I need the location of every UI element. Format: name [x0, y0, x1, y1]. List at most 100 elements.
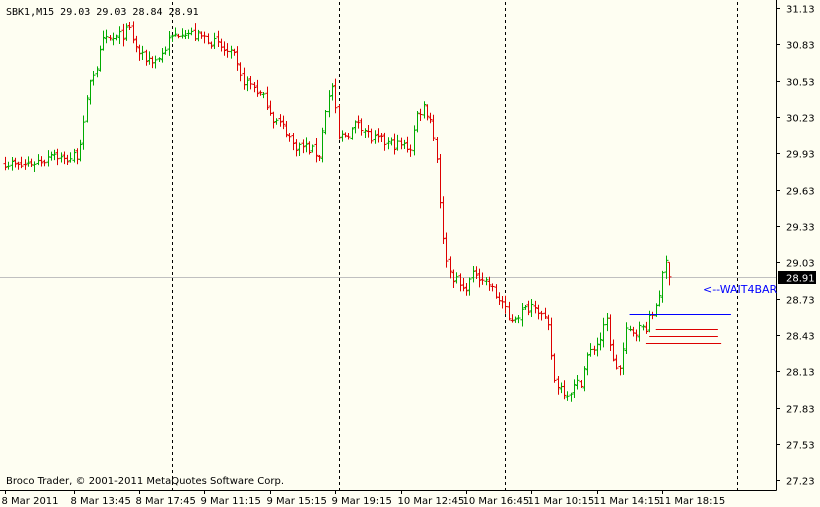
ohlc-bar: [196, 29, 201, 42]
ohlc-bar: [507, 301, 512, 321]
ohlc-bar: [644, 321, 649, 334]
ohlc-bar: [595, 337, 600, 357]
ohlc-bar: [127, 22, 132, 31]
y-tick-label: 28.13: [786, 368, 815, 379]
ohlc-bar: [212, 32, 217, 49]
y-tick-label: 27.23: [786, 477, 815, 488]
ohlc-bar: [320, 127, 325, 163]
y-tick-label: 30.83: [786, 41, 815, 52]
x-tick-label: 11 Mar 18:15: [659, 496, 726, 507]
ohlc-bar: [428, 112, 433, 124]
ohlc-bar: [533, 300, 538, 314]
ohlc-bar: [484, 277, 489, 286]
x-tick-label: 9 Mar 19:15: [332, 496, 392, 507]
ohlc-bar: [356, 115, 361, 129]
ohlc-bar: [395, 134, 400, 151]
ohlc-bar: [245, 76, 250, 92]
ohlc-bar: [402, 139, 407, 149]
ohlc-bar: [373, 130, 378, 144]
ohlc-bar: [529, 298, 534, 317]
ohlc-bar: [274, 118, 279, 125]
ohlc-bar: [579, 379, 584, 389]
ohlc-bar: [621, 342, 626, 375]
ohlc-bar: [582, 366, 587, 392]
ohlc-bar: [104, 29, 109, 44]
ohlc-bar: [588, 343, 593, 357]
ohlc-bar: [170, 34, 175, 42]
ohlc-bar: [510, 314, 515, 323]
ohlc-bar: [291, 132, 296, 151]
ohlc-bar: [418, 108, 423, 122]
ohlc-bar: [238, 62, 243, 82]
y-tick-label: 29.33: [786, 223, 815, 234]
current-price-label: 28.91: [786, 274, 815, 285]
ohlc-bar: [317, 155, 322, 162]
ohlc-bar: [634, 329, 639, 342]
y-tick-label: 31.13: [786, 5, 815, 16]
ohlc-bar: [72, 148, 77, 163]
ohlc-bar: [3, 156, 8, 171]
ohlc-bar: [222, 41, 227, 56]
ohlc-bar: [23, 159, 28, 170]
ohlc-bar: [202, 31, 207, 44]
ohlc-bar: [281, 115, 286, 130]
ohlc-bar: [287, 133, 292, 142]
ohlc-bar: [284, 121, 289, 138]
ohlc-bar: [369, 128, 374, 144]
ohlc-bar: [513, 316, 518, 323]
ohlc-bar: [598, 332, 603, 351]
ohlc-bar: [144, 49, 149, 66]
ohlc-bar: [379, 133, 384, 142]
ohlc-bar: [13, 157, 18, 168]
ohlc-bar: [359, 118, 364, 136]
ohlc-bar: [310, 144, 315, 153]
ohlc-bar: [297, 142, 302, 157]
x-tick-label: 9 Mar 11:15: [201, 496, 261, 507]
ohlc-bar: [81, 115, 86, 150]
ohlc-bar: [52, 149, 57, 161]
wait4bar-label: <--WAIT4BAR: [703, 283, 778, 296]
ohlc-bar: [95, 66, 100, 78]
ohlc-bar: [271, 111, 276, 129]
ohlc-bar: [304, 137, 309, 153]
ohlc-bar: [572, 379, 577, 399]
ohlc-bar: [229, 45, 234, 59]
x-tick-label: 9 Mar 15:15: [267, 496, 327, 507]
ohlc-bar: [10, 157, 15, 171]
ohlc-bar: [294, 139, 299, 157]
ohlc-bar: [425, 104, 430, 121]
ohlc-bar: [474, 266, 479, 279]
ohlc-bar: [333, 78, 338, 114]
x-tick-label: 11 Mar 14:15: [594, 496, 661, 507]
ohlc-bar: [562, 380, 567, 400]
ohlc-bar: [382, 132, 387, 151]
ohlc-bar: [392, 133, 397, 155]
ohlc-bar: [6, 161, 11, 170]
ohlc-bar: [503, 295, 508, 314]
ohlc-bar: [431, 114, 436, 141]
ohlc-bar: [121, 23, 126, 47]
x-tick-label: 8 Mar 2011: [2, 496, 59, 507]
ohlc-bar: [157, 57, 162, 62]
ohlc-bar: [265, 86, 270, 110]
ohlc-bar: [667, 261, 672, 286]
ohlc-bar: [153, 55, 158, 69]
ohlc-bar: [225, 43, 230, 58]
ohlc-bar: [301, 139, 306, 154]
ohlc-bar: [78, 139, 83, 162]
current-price-tag: [778, 271, 816, 284]
ohlc-bar: [180, 28, 185, 39]
ohlc-bar: [39, 156, 44, 167]
ohlc-bar: [91, 70, 96, 86]
ohlc-bar: [556, 375, 561, 395]
ohlc-bar: [614, 354, 619, 370]
ohlc-bar: [422, 101, 427, 119]
ohlc-bar: [252, 81, 257, 93]
ohlc-bar: [641, 324, 646, 331]
ohlc-bar: [131, 21, 136, 44]
ohlc-bar: [487, 276, 492, 291]
ohlc-bar: [350, 127, 355, 140]
ohlc-bar: [516, 314, 521, 324]
ohlc-bar: [173, 27, 178, 37]
